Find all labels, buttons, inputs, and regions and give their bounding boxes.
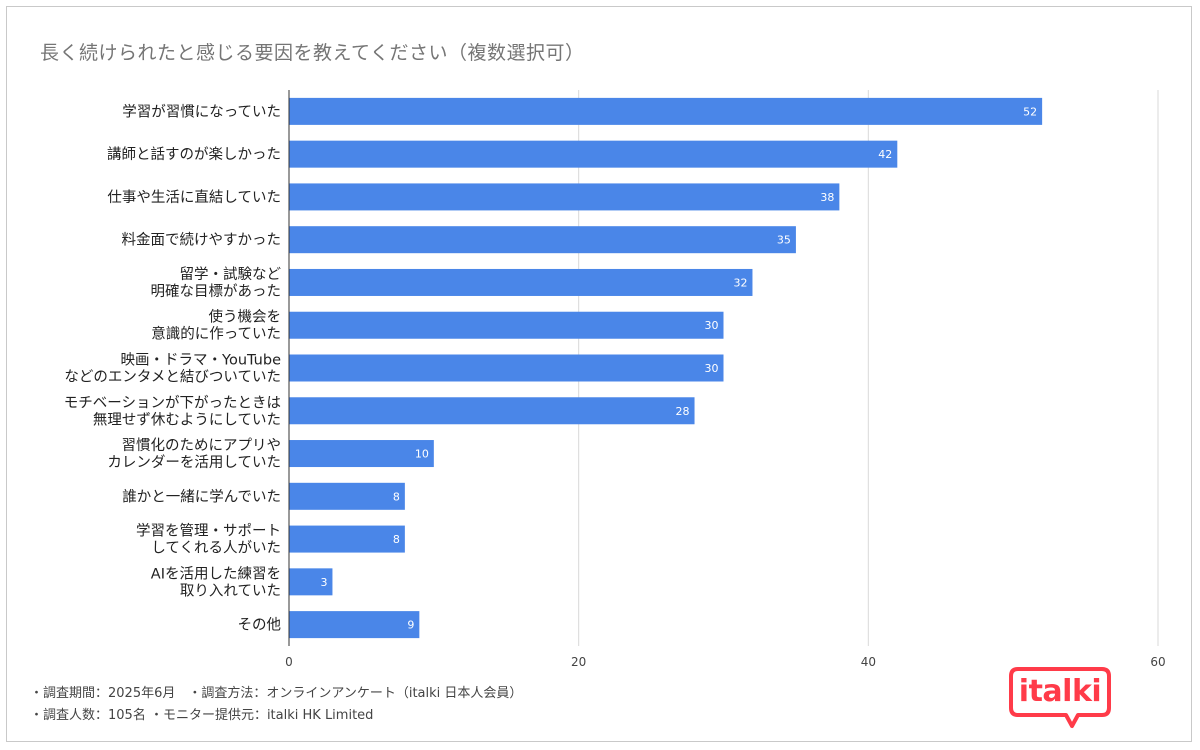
bar-data-label: 38	[820, 191, 834, 204]
category-label: カレンダーを活用していた	[107, 454, 281, 471]
bar	[289, 97, 1043, 125]
bar-data-label: 9	[407, 619, 414, 632]
bar-data-label: 30	[705, 362, 719, 375]
category-label: 明確な目標があった	[151, 283, 282, 300]
category-label: 仕事や生活に直結していた	[107, 189, 281, 206]
italki-logo: italki	[1008, 666, 1112, 730]
bar	[289, 397, 695, 425]
x-tick-label: 0	[285, 655, 293, 669]
chart-title: 長く続けられたと感じる要因を教えてください（複数選択可）	[40, 42, 585, 64]
speech-bubble-icon	[1009, 667, 1111, 728]
bar	[289, 611, 420, 639]
bar	[289, 226, 796, 254]
category-label: AIを活用した練習を	[151, 565, 281, 582]
logo-text: italki	[1018, 674, 1102, 709]
bar	[289, 140, 898, 168]
x-tick-label: 20	[571, 655, 586, 669]
category-label: 使う機会を	[209, 309, 282, 326]
survey-note-respondents-provider: ・調査人数：105名 ・モニター提供元：italki HK Limited	[30, 708, 374, 723]
category-label: モチベーションが下がったときは	[64, 394, 281, 411]
category-label: してくれる人がいた	[151, 540, 281, 557]
category-label: その他	[238, 617, 282, 634]
bar	[289, 183, 840, 211]
category-label: 講師と話すのが楽しかった	[107, 146, 281, 163]
bar-data-label: 35	[777, 234, 791, 247]
x-tick-label: 40	[861, 655, 876, 669]
category-label: 学習を管理・サポート	[136, 523, 281, 540]
bar	[289, 525, 405, 553]
category-label: 留学・試験など	[180, 266, 282, 283]
bar-data-label: 10	[415, 448, 429, 461]
category-label: 習慣化のためにアプリや	[122, 436, 282, 454]
bar-data-label: 30	[705, 319, 719, 332]
bar-data-label: 8	[393, 490, 400, 503]
category-label: 取り入れていた	[180, 582, 281, 599]
category-label: 意識的に作っていた	[151, 325, 281, 343]
bar	[289, 268, 753, 296]
bar	[289, 354, 724, 382]
bar	[289, 482, 405, 510]
bar	[289, 311, 724, 339]
x-tick-label: 60	[1150, 655, 1165, 669]
category-label: 誰かと一緒に学んでいた	[122, 488, 281, 505]
category-label: 料金面で続けやすかった	[122, 232, 282, 249]
bar-data-label: 32	[733, 276, 747, 289]
bar	[289, 568, 333, 596]
bar-data-label: 52	[1023, 105, 1037, 118]
survey-note-period-method: ・調査期間：2025年6月 ・調査方法：オンラインアンケート（italki 日本…	[30, 686, 523, 701]
bar-data-label: 8	[393, 533, 400, 546]
bar	[289, 440, 434, 468]
category-label: などのエンタメと結びついていた	[64, 369, 281, 386]
bar-data-label: 28	[676, 405, 690, 418]
bar-data-label: 42	[878, 148, 892, 161]
bar-data-label: 3	[320, 576, 327, 589]
category-label: 学習が習慣になっていた	[122, 102, 281, 120]
category-label: 映画・ドラマ・YouTube	[121, 352, 282, 369]
category-label: 無理せず休むようにしていた	[93, 411, 281, 428]
